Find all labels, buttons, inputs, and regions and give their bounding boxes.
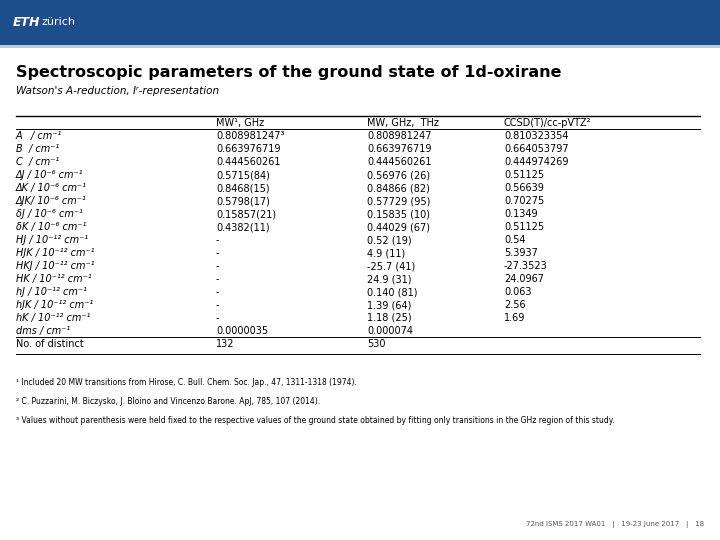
Text: 0.70275: 0.70275 [504,196,544,206]
Text: δJ / 10⁻⁶ cm⁻¹: δJ / 10⁻⁶ cm⁻¹ [16,209,83,219]
Text: 5.3937: 5.3937 [504,248,538,258]
Text: 72nd ISMS 2017 WA01   |   19-23 June 2017   |   18: 72nd ISMS 2017 WA01 | 19-23 June 2017 | … [526,521,704,528]
Text: ² C. Puzzarini, M. Biczysko, J. Bloino and Vincenzo Barone. ApJ, 785, 107 (2014): ² C. Puzzarini, M. Biczysko, J. Bloino a… [16,397,320,406]
Text: 0.5798(17): 0.5798(17) [216,196,270,206]
Text: 0.56639: 0.56639 [504,183,544,193]
Text: hJ / 10⁻¹² cm⁻¹: hJ / 10⁻¹² cm⁻¹ [16,287,86,297]
Text: 0.808981247³: 0.808981247³ [216,131,284,141]
Text: MW, GHz,  THz: MW, GHz, THz [367,118,439,128]
Bar [0,45,720,48]
Text: 24.9 (31): 24.9 (31) [367,274,412,284]
Text: CCSD(T)/cc-pVTZ²: CCSD(T)/cc-pVTZ² [504,118,592,128]
Text: 4.9 (11): 4.9 (11) [367,248,405,258]
Text: HK / 10⁻¹² cm⁻¹: HK / 10⁻¹² cm⁻¹ [16,274,91,284]
Text: Watson's A-reduction, Iʳ-representation: Watson's A-reduction, Iʳ-representation [16,86,219,97]
Text: 0.663976719: 0.663976719 [367,144,432,154]
Text: 0.063: 0.063 [504,287,531,297]
Text: 0.000074: 0.000074 [367,326,413,336]
Text: -: - [216,248,220,258]
Text: 0.808981247: 0.808981247 [367,131,432,141]
Text: 0.664053797: 0.664053797 [504,144,569,154]
Text: B  / cm⁻¹: B / cm⁻¹ [16,144,59,154]
Bar [0,0,720,45]
Text: -: - [216,274,220,284]
Text: 0.810323354: 0.810323354 [504,131,569,141]
Text: MW¹, GHz: MW¹, GHz [216,118,264,128]
Text: HJK / 10⁻¹² cm⁻¹: HJK / 10⁻¹² cm⁻¹ [16,248,94,258]
Text: No. of distinct: No. of distinct [16,339,84,349]
Text: 24.0967: 24.0967 [504,274,544,284]
Text: zürich: zürich [42,17,76,28]
Text: 0.51125: 0.51125 [504,222,544,232]
Text: 1.18 (25): 1.18 (25) [367,313,412,323]
Text: C  / cm⁻¹: C / cm⁻¹ [16,157,59,167]
Text: 132: 132 [216,339,235,349]
Text: HKJ / 10⁻¹² cm⁻¹: HKJ / 10⁻¹² cm⁻¹ [16,261,94,271]
Text: 1.69: 1.69 [504,313,526,323]
Text: ΔK / 10⁻⁶ cm⁻¹: ΔK / 10⁻⁶ cm⁻¹ [16,183,87,193]
Text: hK / 10⁻¹² cm⁻¹: hK / 10⁻¹² cm⁻¹ [16,313,90,323]
Text: -: - [216,300,220,310]
Text: 0.56976 (26): 0.56976 (26) [367,170,431,180]
Text: -: - [216,235,220,245]
Text: 0.54: 0.54 [504,235,526,245]
Text: -: - [216,287,220,297]
Text: ΔJK/ 10⁻⁶ cm⁻¹: ΔJK/ 10⁻⁶ cm⁻¹ [16,196,86,206]
Text: 1.39 (64): 1.39 (64) [367,300,412,310]
Text: 0.0000035: 0.0000035 [216,326,268,336]
Text: 0.52 (19): 0.52 (19) [367,235,412,245]
Text: ³ Values without parenthesis were held fixed to the respective values of the gro: ³ Values without parenthesis were held f… [16,416,614,425]
Text: 0.15835 (10): 0.15835 (10) [367,209,431,219]
Text: 0.1349: 0.1349 [504,209,538,219]
Text: ΔJ / 10⁻⁶ cm⁻¹: ΔJ / 10⁻⁶ cm⁻¹ [16,170,84,180]
Text: -: - [216,313,220,323]
Text: δK / 10⁻⁶ cm⁻¹: δK / 10⁻⁶ cm⁻¹ [16,222,86,232]
Text: 0.4382(11): 0.4382(11) [216,222,269,232]
Text: 530: 530 [367,339,386,349]
Text: dms / cm⁻¹: dms / cm⁻¹ [16,326,70,336]
Text: Spectroscopic parameters of the ground state of 1d-oxirane: Spectroscopic parameters of the ground s… [16,65,562,80]
Text: 0.51125: 0.51125 [504,170,544,180]
Text: ¹ Included 20 MW transitions from Hirose, C. Bull. Chem. Soc. Jap., 47, 1311-131: ¹ Included 20 MW transitions from Hirose… [16,378,356,387]
Text: 0.44029 (67): 0.44029 (67) [367,222,431,232]
Text: hJK / 10⁻¹² cm⁻¹: hJK / 10⁻¹² cm⁻¹ [16,300,93,310]
Text: 0.140 (81): 0.140 (81) [367,287,418,297]
Text: 0.444560261: 0.444560261 [216,157,281,167]
Text: 2.56: 2.56 [504,300,526,310]
Text: 0.57729 (95): 0.57729 (95) [367,196,431,206]
Text: ETH: ETH [13,16,40,29]
Text: -27.3523: -27.3523 [504,261,548,271]
Text: 0.5715(84): 0.5715(84) [216,170,270,180]
Text: 0.84866 (82): 0.84866 (82) [367,183,430,193]
Text: A   / cm⁻¹: A / cm⁻¹ [16,131,62,141]
Text: 0.15857(21): 0.15857(21) [216,209,276,219]
Text: 0.663976719: 0.663976719 [216,144,281,154]
Text: -: - [216,261,220,271]
Text: -25.7 (41): -25.7 (41) [367,261,415,271]
Text: 0.444560261: 0.444560261 [367,157,432,167]
Text: 0.8468(15): 0.8468(15) [216,183,269,193]
Text: HJ / 10⁻¹² cm⁻¹: HJ / 10⁻¹² cm⁻¹ [16,235,88,245]
Text: 0.444974269: 0.444974269 [504,157,569,167]
